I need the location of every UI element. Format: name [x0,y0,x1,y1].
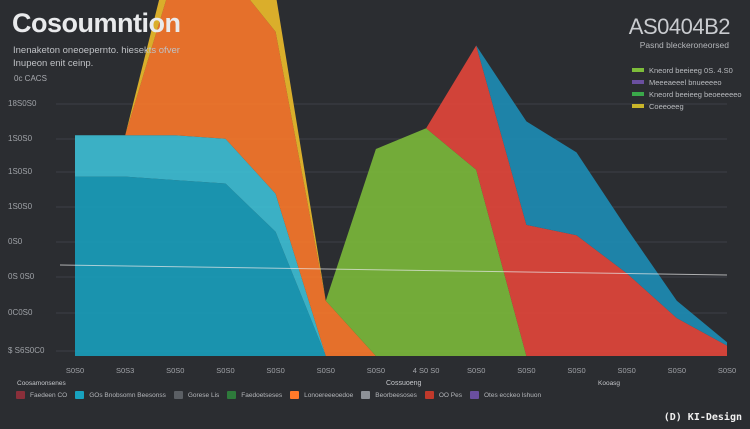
watermark: (D) KI-Design [663,412,742,423]
y-tick-label: 0S0 [8,237,23,246]
y-tick-label: 1S0S0 [8,134,33,143]
y-tick-label: 1S0S0 [8,167,33,176]
legend-label: GOs Bnobsomn Beesonss [89,391,166,399]
chart-subtitle: Inenaketon oneoepernto. hiesekts ofver I… [13,45,180,69]
legend-swatch [632,68,644,72]
top-legend-item: Meeeaeeel bnueeeeo [632,76,744,88]
legend-label: Faedoetseses [241,391,283,399]
x-tick-label: S0S3 [115,366,135,375]
chart-title: Cosoumntion [12,8,181,38]
legend-label: Kneord beeieeg beoeeeeeo [649,89,742,99]
legend-swatch [632,104,644,108]
x-tick-label: S0S0 [667,366,687,375]
y-tick-label: 18S0S0 [8,99,37,108]
legend-swatch [632,92,644,96]
area-series-0 [75,176,727,356]
headline-value: AS0404В2 [628,14,731,39]
legend-label: OO Pes [438,391,462,399]
bottom-legend-item: Otes ecckeo lshuon [469,391,542,399]
legend-label: Gorese Lis [187,391,220,399]
x-tick-label: S0S0 [517,366,536,375]
legend-swatch [16,391,25,399]
bottom-legend-item: Gorese Lis [173,391,220,399]
bottom-legend-item: Faedeen CO [16,391,67,399]
area-series-1 [75,135,727,356]
x-axis-title: Cossuoeng [386,380,422,387]
legend-label: Kneord beeieeg 0S. 4.S0 [649,65,733,75]
y-tick-label: 0C0S0 [8,308,33,317]
legend-group-right-title: Kooasg [598,380,621,387]
top-legend: Kneord beeieeg 0S. 4.S0 Meeeaeeel bnueeee… [632,64,744,112]
bottom-legend-item: Beorbeesoses [361,391,417,399]
unit-label: 0c CACS [14,74,47,83]
legend-swatch [632,80,644,84]
y-tick-label: 0S 0S0 [8,272,35,281]
reference-line [59,264,728,276]
legend-swatch [469,391,479,399]
legend-label: Faedeen CO [30,391,68,399]
x-tick-label: S0S0 [166,366,185,375]
legend-label: Coeeoeeg [649,101,684,111]
x-tick-label: S0S0 [617,366,636,375]
bottom-legend-item: Lonoereeeoedoe [290,391,353,399]
x-tick-label: S0S0 [65,366,85,375]
x-tick-label: S0S0 [467,366,486,375]
top-legend-item: Kneord beeieeg 0S. 4.S0 [632,64,744,76]
legend-swatch [424,391,434,399]
bottom-legend-item: OO Pes [424,391,462,399]
legend-swatch [227,391,237,399]
top-legend-item: Kneord beeieeg beoeeeeeo [632,88,744,100]
x-tick-label: 4 S0 S0 [412,366,440,375]
legend-label: Meeeaeeel bnueeeeo [649,77,722,87]
headline-caption: Pasnd bleckeroneorsed [639,40,729,50]
y-tick-label: $ S6S0C0 [8,346,45,355]
x-tick-label: S0S0 [567,366,586,375]
legend-swatch [290,391,300,399]
legend-swatch [361,391,371,399]
x-tick-label: S0S0 [266,366,285,375]
x-tick-label: S0S0 [216,366,235,375]
bottom-legend-item: Faedoetseses [227,391,282,399]
area-series-4 [75,0,727,356]
bottom-legend: Faedeen CO GOs Bnobsomn Beesonss Gorese Li… [16,391,716,399]
x-tick-label: S0S0 [717,366,737,375]
x-tick-label: S0S0 [316,366,335,375]
area-series-2 [75,0,727,356]
legend-group-left-title: Coosamonsenes [17,380,66,387]
legend-label: Beorbeesoses [375,391,417,399]
legend-swatch [75,391,85,399]
legend-label: Lonoereeeoedoe [304,391,354,399]
legend-label: Otes ecckeo lshuon [483,391,542,399]
x-tick-label: S0S0 [366,366,386,375]
top-legend-item: Coeeoeeg [632,100,744,112]
bottom-legend-item: GOs Bnobsomn Beesonss [75,391,166,399]
area-series-5 [75,0,727,356]
y-tick-label: 1S0S0 [8,202,33,211]
legend-swatch [173,391,183,399]
